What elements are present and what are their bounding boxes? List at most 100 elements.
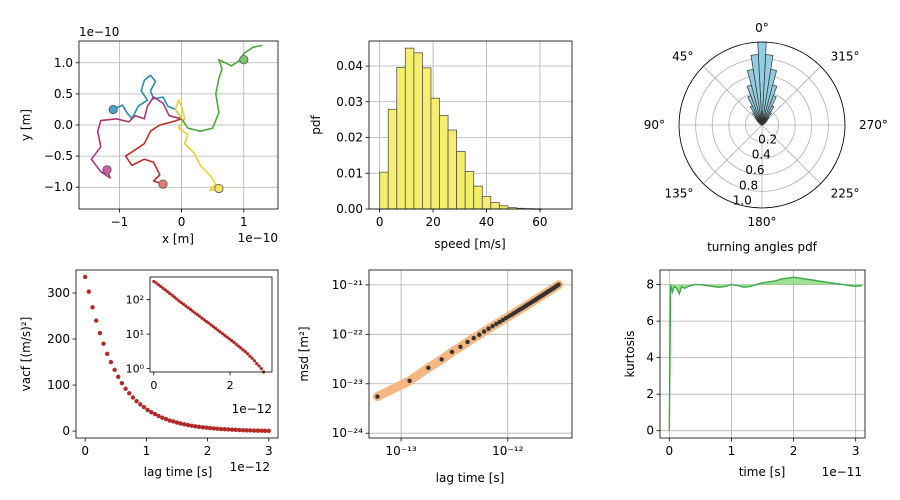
- polar-radial-label: 0.6: [745, 163, 764, 177]
- vacf-point: [200, 425, 205, 430]
- panel-vacf: 0 1 2 3 0 100 200 300 1e−12 lag time [s] vacf […: [19, 269, 279, 479]
- histogram-bar: [498, 205, 509, 210]
- inset-vacf-point: [225, 335, 229, 339]
- vacf-point: [266, 428, 272, 434]
- panel-turning-angles: 0° 45° 90° 135° 180° 225° 270° 315° 0.2 0.40.60.8…: [644, 21, 888, 254]
- inset-vacf-point: [248, 354, 252, 358]
- axes-frame: [75, 269, 279, 439]
- vacf-point: [138, 402, 143, 407]
- vacf-point: [97, 330, 103, 336]
- vacf-point: [244, 428, 249, 433]
- inset-vacf-point: [241, 348, 245, 352]
- y-tick-label: 4: [646, 351, 654, 365]
- inset-vacf-point: [234, 342, 238, 346]
- inset-vacf-point: [193, 311, 197, 315]
- axes-frame: [368, 269, 573, 439]
- vacf-point: [167, 418, 172, 423]
- inset-vacf-point: [168, 291, 172, 296]
- kurtosis-line: [668, 276, 863, 431]
- inset-vacf-point: [252, 359, 257, 363]
- histogram-bar: [481, 196, 492, 210]
- y-tick-label: 10⁻²²: [332, 327, 363, 341]
- vacf-point: [207, 425, 213, 431]
- polar-angle-label: 90°: [644, 118, 665, 132]
- trajectory-line-0: [112, 74, 183, 120]
- inset-vacf-point: [172, 295, 176, 299]
- polar-angle-label: 45°: [672, 49, 693, 63]
- vacf-point: [130, 395, 136, 400]
- y-tick-label: 2: [646, 387, 654, 401]
- x-tick-label: 1: [240, 215, 248, 229]
- vacf-point: [178, 421, 183, 426]
- msd-point: [471, 335, 476, 341]
- vacf-point: [90, 305, 95, 310]
- y-axis-label: y [m]: [19, 109, 33, 141]
- x-tick-label: 10⁻¹³: [385, 444, 416, 458]
- inset-vacf-point: [207, 321, 211, 325]
- vacf-point: [218, 426, 224, 432]
- polar-radial-label: 0.2: [758, 132, 777, 146]
- inset-vacf-point: [161, 286, 165, 290]
- inset-frame: [149, 276, 273, 373]
- vacf-point: [145, 407, 150, 413]
- y-tick-label: 1.0: [54, 56, 73, 70]
- x-tick-label: 60: [532, 215, 547, 229]
- histogram-bar: [413, 52, 423, 210]
- inset-vacf-point: [218, 330, 222, 334]
- y-tick-label: −0.5: [44, 149, 73, 163]
- polar-angle-label: 270°: [859, 118, 888, 132]
- histogram-bar: [379, 171, 389, 210]
- vacf-point: [94, 318, 99, 323]
- polar-angle-label: 135°: [665, 187, 694, 201]
- inset-vacf-point: [156, 283, 160, 287]
- x-offset-text: 1e−10: [238, 231, 278, 245]
- x-tick-label: 0: [376, 215, 384, 229]
- polar-grid-spoke: [761, 66, 821, 126]
- vacf-point: [240, 427, 246, 433]
- inset-vacf-point: [188, 307, 193, 311]
- x-axis-label: x [m]: [162, 232, 194, 246]
- y-axis-label: vacf [(m/s)²]: [19, 317, 33, 392]
- x-offset-text: 1e−12: [230, 460, 270, 474]
- x-axis-label: speed [m/s]: [434, 237, 505, 251]
- inset-vacf-point: [259, 367, 263, 371]
- polar-grid-spoke: [703, 66, 763, 126]
- polar-angle-label: 225°: [831, 187, 860, 201]
- y-tick-label: 10⁻²¹: [332, 278, 363, 292]
- msd-point: [426, 365, 431, 371]
- inset-vacf-point: [181, 302, 186, 306]
- vacf-point: [82, 274, 88, 280]
- kurtosis-fill: [670, 277, 862, 294]
- vacf-point: [248, 428, 253, 433]
- vacf-point: [108, 359, 114, 365]
- vacf-point: [105, 351, 110, 356]
- y-tick-label: 10⁻²³: [332, 377, 363, 391]
- inset-vacf-point: [202, 318, 206, 322]
- vacf-point: [262, 428, 268, 434]
- vacf-point: [174, 420, 180, 425]
- y-tick-label: 0.02: [336, 131, 363, 145]
- vacf-point: [163, 416, 169, 422]
- inset-vacf-point: [197, 314, 202, 318]
- vacf-point: [259, 428, 264, 433]
- inset-vacf-point: [246, 352, 250, 356]
- histogram-bar: [404, 47, 415, 210]
- x-tick-label: 0: [81, 444, 89, 458]
- vacf-point: [222, 427, 227, 432]
- vacf-point: [193, 424, 198, 429]
- inset-vacf-point: [165, 290, 170, 294]
- histogram-bar: [464, 171, 475, 210]
- vacf-point: [215, 426, 220, 431]
- trajectory-endpoint-4: [239, 55, 249, 65]
- vacf-point: [171, 419, 176, 424]
- y-tick-label: 200: [47, 332, 70, 346]
- msd-point: [486, 326, 491, 331]
- inset-vacf-point: [186, 306, 190, 310]
- vacf-point: [251, 428, 257, 433]
- x-tick-label: 2: [790, 444, 798, 458]
- inset-vacf-point: [223, 333, 227, 337]
- vacf-point: [160, 415, 165, 420]
- inset-log-vacf: 0 2 10⁰ 10¹ 10² 1e−12: [126, 276, 273, 416]
- vacf-point: [152, 411, 158, 417]
